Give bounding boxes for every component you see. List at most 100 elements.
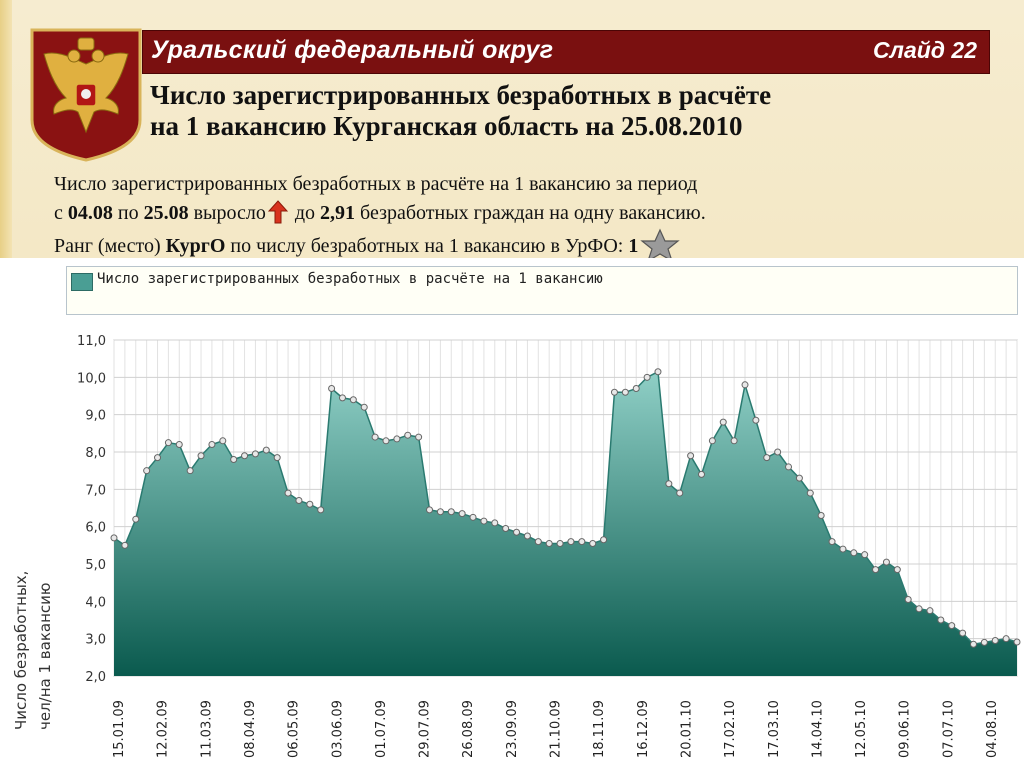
data-point — [578, 538, 586, 546]
y-axis-label: чел/на 1 вакансию — [36, 582, 54, 730]
data-point — [948, 622, 956, 630]
data-point — [404, 431, 412, 439]
data-point — [197, 452, 205, 460]
x-tick-label: 12.02.09 — [156, 700, 171, 758]
x-tick-label: 17.02.10 — [723, 700, 738, 758]
data-point — [621, 388, 629, 396]
x-tick-label: 04.08.10 — [985, 700, 1000, 758]
data-point — [273, 454, 281, 462]
data-point — [850, 549, 858, 557]
data-point — [980, 638, 988, 646]
data-point — [382, 437, 390, 445]
data-point — [556, 539, 564, 547]
data-point — [154, 454, 162, 462]
data-point — [697, 470, 705, 478]
data-point — [969, 640, 977, 648]
data-point — [502, 525, 510, 533]
region-short: КургО — [165, 235, 226, 257]
data-point — [371, 433, 379, 441]
data-point — [306, 500, 314, 508]
chart-legend: Число зарегистрированных безработных в р… — [66, 266, 1018, 315]
title-bar: Уральский федеральный округ Слайд 22 — [142, 30, 990, 74]
x-tick-label: 14.04.10 — [810, 700, 825, 758]
x-tick-label: 23.09.09 — [505, 700, 520, 758]
data-point — [415, 433, 423, 441]
page-title: Число зарегистрированных безработных в р… — [150, 80, 1010, 142]
data-point — [175, 441, 183, 449]
data-point — [251, 450, 259, 458]
x-tick-label: 01.07.09 — [374, 700, 389, 758]
data-point — [447, 508, 455, 516]
data-point — [774, 448, 782, 456]
data-point — [872, 566, 880, 574]
y-axis-label: Число безработных, — [12, 571, 30, 730]
data-point — [426, 506, 434, 514]
region-title: Уральский федеральный округ — [151, 36, 554, 64]
x-tick-label: 07.07.10 — [941, 700, 956, 758]
desc-text: по — [112, 202, 144, 224]
current-value: 2,91 — [320, 202, 356, 224]
data-point — [643, 373, 651, 381]
y-tick-label: 2,0 — [85, 670, 106, 685]
x-tick-label: 18.11.09 — [592, 700, 607, 758]
data-point — [676, 489, 684, 497]
data-point — [741, 381, 749, 389]
x-tick-label: 20.01.10 — [680, 700, 695, 758]
y-tick-label: 4,0 — [85, 595, 106, 610]
desc-line-1: Число зарегистрированных безработных в р… — [54, 173, 698, 195]
y-tick-label: 10,0 — [77, 371, 106, 386]
data-point — [893, 566, 901, 574]
desc-text: выросло — [188, 202, 266, 224]
data-point — [132, 515, 140, 523]
y-tick-label: 9,0 — [85, 409, 106, 424]
data-point — [1002, 635, 1010, 643]
data-point — [241, 452, 249, 460]
data-point — [763, 454, 771, 462]
emblem-icon — [30, 28, 142, 162]
data-point — [458, 510, 466, 518]
data-point — [143, 467, 151, 475]
description: Число зарегистрированных безработных в р… — [54, 170, 954, 262]
data-point — [491, 519, 499, 527]
desc-text: до — [289, 202, 321, 224]
data-point — [882, 558, 890, 566]
data-point — [687, 452, 695, 460]
data-point — [991, 637, 999, 645]
desc-text: Ранг (место) — [54, 235, 166, 257]
data-point — [110, 534, 118, 542]
data-point — [861, 551, 869, 559]
data-point — [806, 489, 814, 497]
x-tick-label: 06.05.09 — [287, 700, 302, 758]
x-tick-label: 03.06.09 — [330, 700, 345, 758]
data-point — [436, 508, 444, 516]
data-point — [632, 385, 640, 393]
desc-text: с — [54, 202, 68, 224]
data-point — [752, 416, 760, 424]
data-point — [610, 388, 618, 396]
data-point — [284, 489, 292, 497]
y-tick-label: 5,0 — [85, 558, 106, 573]
y-tick-label: 11,0 — [77, 334, 106, 349]
x-tick-label: 15.01.09 — [112, 700, 127, 758]
red-up-arrow-icon — [267, 200, 288, 224]
data-point — [926, 607, 934, 615]
data-point — [230, 455, 238, 463]
desc-text: безработных граждан на одну вакансию. — [355, 202, 706, 224]
data-point — [328, 385, 336, 393]
data-point — [839, 545, 847, 553]
data-point — [654, 368, 662, 376]
data-point — [262, 446, 270, 454]
x-tick-label: 26.08.09 — [461, 700, 476, 758]
y-tick-label: 3,0 — [85, 633, 106, 648]
headline-line-2: на 1 вакансию Курганская область на 25.0… — [150, 111, 743, 141]
date-from: 04.08 — [67, 202, 113, 224]
chart: 2,0 3,0 4,0 5,0 6,0 7,0 8,0 9,0 10,0 11,0 15.01.09… — [12, 334, 1021, 758]
y-tick-label: 7,0 — [85, 483, 106, 498]
series-area — [114, 371, 1017, 676]
data-point — [480, 517, 488, 525]
data-point — [904, 595, 912, 603]
x-tick-label: 17.03.10 — [767, 700, 782, 758]
data-point — [719, 418, 727, 426]
data-point — [164, 439, 172, 447]
x-tick-label: 16.12.09 — [636, 700, 651, 758]
